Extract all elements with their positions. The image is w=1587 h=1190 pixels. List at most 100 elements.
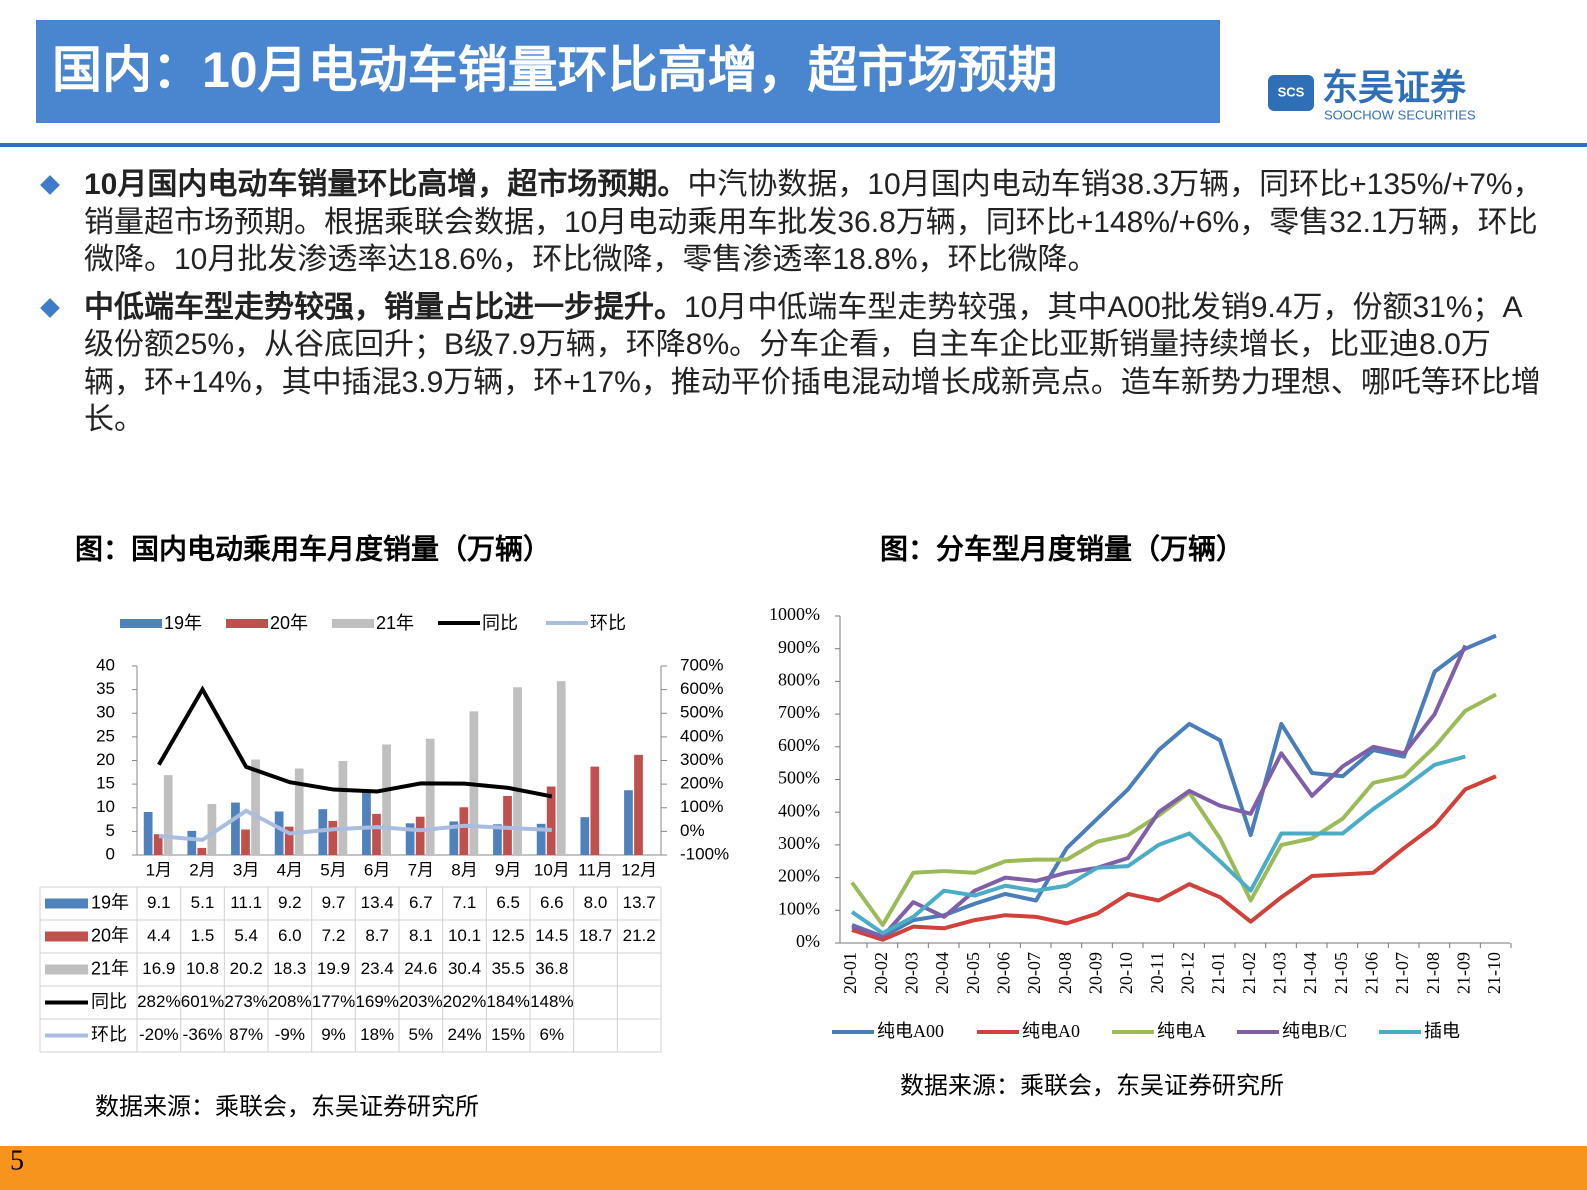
y-tick-label: 1000% xyxy=(769,604,820,624)
table-cell: 18% xyxy=(360,1025,394,1044)
legend-label: 同比 xyxy=(482,613,518,633)
y-tick-label: 200% xyxy=(778,866,820,886)
y2-tick-label: 400% xyxy=(680,726,723,745)
x-tick-label: 10月 xyxy=(534,860,570,879)
x-tick-label: 4月 xyxy=(277,860,303,879)
table-cell: 208% xyxy=(268,992,311,1011)
bullet: 中低端车型走势较强，销量占比进一步提升。10月中低端车型走势较强，其中A00批发… xyxy=(40,289,1550,439)
y-tick-label: 30 xyxy=(96,703,115,722)
line-series xyxy=(157,685,553,799)
bullet: 10月国内电动车销量环比高增，超市场预期。中汽协数据，10月国内电动车销38.3… xyxy=(40,166,1550,279)
table-cell: 8.0 xyxy=(584,893,608,912)
y-tick-label: 15 xyxy=(96,774,115,793)
bullet-icon xyxy=(40,175,60,195)
table-cell: 202% xyxy=(443,992,486,1011)
x-tick-label: 1月 xyxy=(146,860,172,879)
table-row-label: 同比 xyxy=(91,991,127,1011)
y-tick-label: 35 xyxy=(96,679,115,698)
bar xyxy=(536,823,546,855)
title-bar xyxy=(36,20,1220,123)
table-swatch xyxy=(45,931,88,942)
table-cell: 5.1 xyxy=(191,893,215,912)
y2-tick-label: 600% xyxy=(680,679,723,698)
table-cell: 12.5 xyxy=(492,926,525,945)
bar xyxy=(449,821,459,855)
table-cell: 30.4 xyxy=(448,959,481,978)
x-tick-label: 7月 xyxy=(408,860,434,879)
divider xyxy=(0,143,1587,147)
x-tick-label: 11月 xyxy=(578,860,613,879)
table-cell: 148% xyxy=(530,992,573,1011)
chart-title: 图：分车型月度销量（万辆） xyxy=(880,532,1244,564)
bar xyxy=(382,744,391,855)
table-cell: 9.7 xyxy=(322,893,346,912)
x-tick-label: 5月 xyxy=(320,860,346,879)
bar xyxy=(459,807,469,855)
bar xyxy=(546,786,556,855)
table-cell: 5% xyxy=(409,1025,434,1044)
x-tick-label: 21-09 xyxy=(1453,952,1473,994)
bar xyxy=(513,687,522,855)
x-tick-label: 21-07 xyxy=(1392,952,1412,994)
x-tick-label: 21-08 xyxy=(1423,952,1443,994)
y-tick-label: 100% xyxy=(778,898,820,918)
table-cell: -36% xyxy=(183,1025,223,1044)
bar xyxy=(251,759,260,855)
table-cell: 601% xyxy=(181,992,224,1011)
table-cell: 16.9 xyxy=(142,959,175,978)
bar xyxy=(197,847,207,855)
x-tick-label: 21-03 xyxy=(1269,952,1289,994)
table-cell: 18.3 xyxy=(273,959,306,978)
table-cell: 20.2 xyxy=(230,959,263,978)
x-tick-label: 20-09 xyxy=(1085,952,1105,994)
bar xyxy=(405,823,415,855)
table-cell: 273% xyxy=(224,992,267,1011)
table-cell: 6% xyxy=(540,1025,565,1044)
bullet-lead: 10月国内电动车销量环比高增，超市场预期。 xyxy=(84,168,688,201)
table-cell: 23.4 xyxy=(361,959,394,978)
legend-label: 插电 xyxy=(1424,1021,1460,1041)
table-cell: 8.1 xyxy=(409,926,433,945)
table-cell: 36.8 xyxy=(535,959,568,978)
bar xyxy=(207,803,217,855)
table-cell: 13.4 xyxy=(361,893,394,912)
footer-band xyxy=(0,1146,1587,1190)
bullet-text: 中汽协数据，10月国内电动车销38.3万辆，同环比+135%/+7%，销量超市场… xyxy=(84,168,1543,276)
bar xyxy=(338,760,348,855)
x-tick-label: 21-01 xyxy=(1208,952,1228,994)
bullet-text: 10月中低端车型走势较强，其中A00批发销9.4万，份额31%；A级份额25%，… xyxy=(84,290,1541,437)
table-cell: 15% xyxy=(491,1025,525,1044)
legend-label: 20年 xyxy=(270,613,308,633)
table-row-label: 19年 xyxy=(91,892,129,912)
x-tick-label: 20-06 xyxy=(993,952,1013,994)
bar xyxy=(284,826,294,855)
table-cell: 177% xyxy=(312,992,355,1011)
table-cell: 24.6 xyxy=(404,959,437,978)
bullet-icon xyxy=(40,297,60,318)
x-tick-label: 21-04 xyxy=(1300,952,1320,994)
y-tick-label: 500% xyxy=(778,768,820,788)
y-tick-label: 600% xyxy=(778,735,820,755)
logo-en: SOOCHOW SECURITIES xyxy=(1324,107,1476,122)
x-tick-label: 6月 xyxy=(364,860,390,879)
bullets: 10月国内电动车销量环比高增，超市场预期。中汽协数据，10月国内电动车销38.3… xyxy=(40,166,1550,449)
table-cell: 9.1 xyxy=(147,893,171,912)
table-cell: -20% xyxy=(139,1025,179,1044)
y2-tick-label: 0% xyxy=(680,821,705,840)
table-cell: 10.8 xyxy=(186,959,219,978)
table-cell: 5.4 xyxy=(234,926,258,945)
bar xyxy=(580,817,590,855)
bar xyxy=(590,766,600,855)
bar xyxy=(294,768,304,855)
chart-title: 图：国内电动乘用车月度销量（万辆） xyxy=(75,532,551,564)
line-series xyxy=(851,774,1497,942)
table-cell: 14.5 xyxy=(535,926,568,945)
table-cell: 6.5 xyxy=(496,893,520,912)
y-tick-label: 0 xyxy=(106,844,115,863)
chart-source: 数据来源：乘联会，东吴证券研究所 xyxy=(95,1093,479,1120)
table-cell: 11.1 xyxy=(230,893,262,912)
bar xyxy=(425,738,435,855)
legend-label: 环比 xyxy=(590,613,626,633)
x-tick-label: 20-11 xyxy=(1147,952,1167,993)
